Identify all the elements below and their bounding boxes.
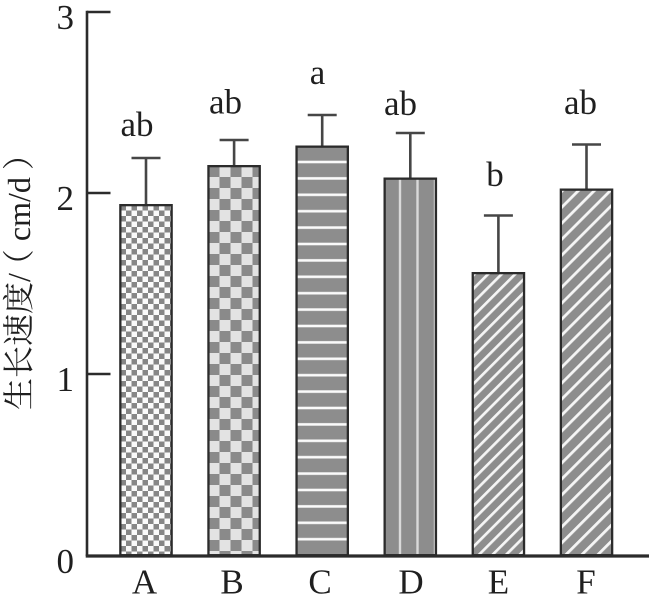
svg-text:1: 1: [57, 360, 75, 399]
svg-text:ab: ab: [209, 83, 242, 122]
svg-text:A: A: [132, 563, 158, 602]
svg-text:E: E: [488, 563, 509, 602]
svg-text:b: b: [486, 155, 504, 194]
svg-text:ab: ab: [564, 83, 597, 122]
svg-text:ab: ab: [120, 105, 153, 144]
svg-text:B: B: [220, 563, 243, 602]
svg-text:ab: ab: [384, 84, 417, 123]
svg-text:F: F: [576, 563, 595, 602]
svg-text:a: a: [310, 53, 326, 92]
svg-text:3: 3: [57, 0, 75, 37]
svg-text:2: 2: [57, 179, 75, 218]
svg-text:C: C: [308, 563, 331, 602]
svg-text:0: 0: [57, 542, 75, 581]
svg-text:D: D: [398, 563, 423, 602]
